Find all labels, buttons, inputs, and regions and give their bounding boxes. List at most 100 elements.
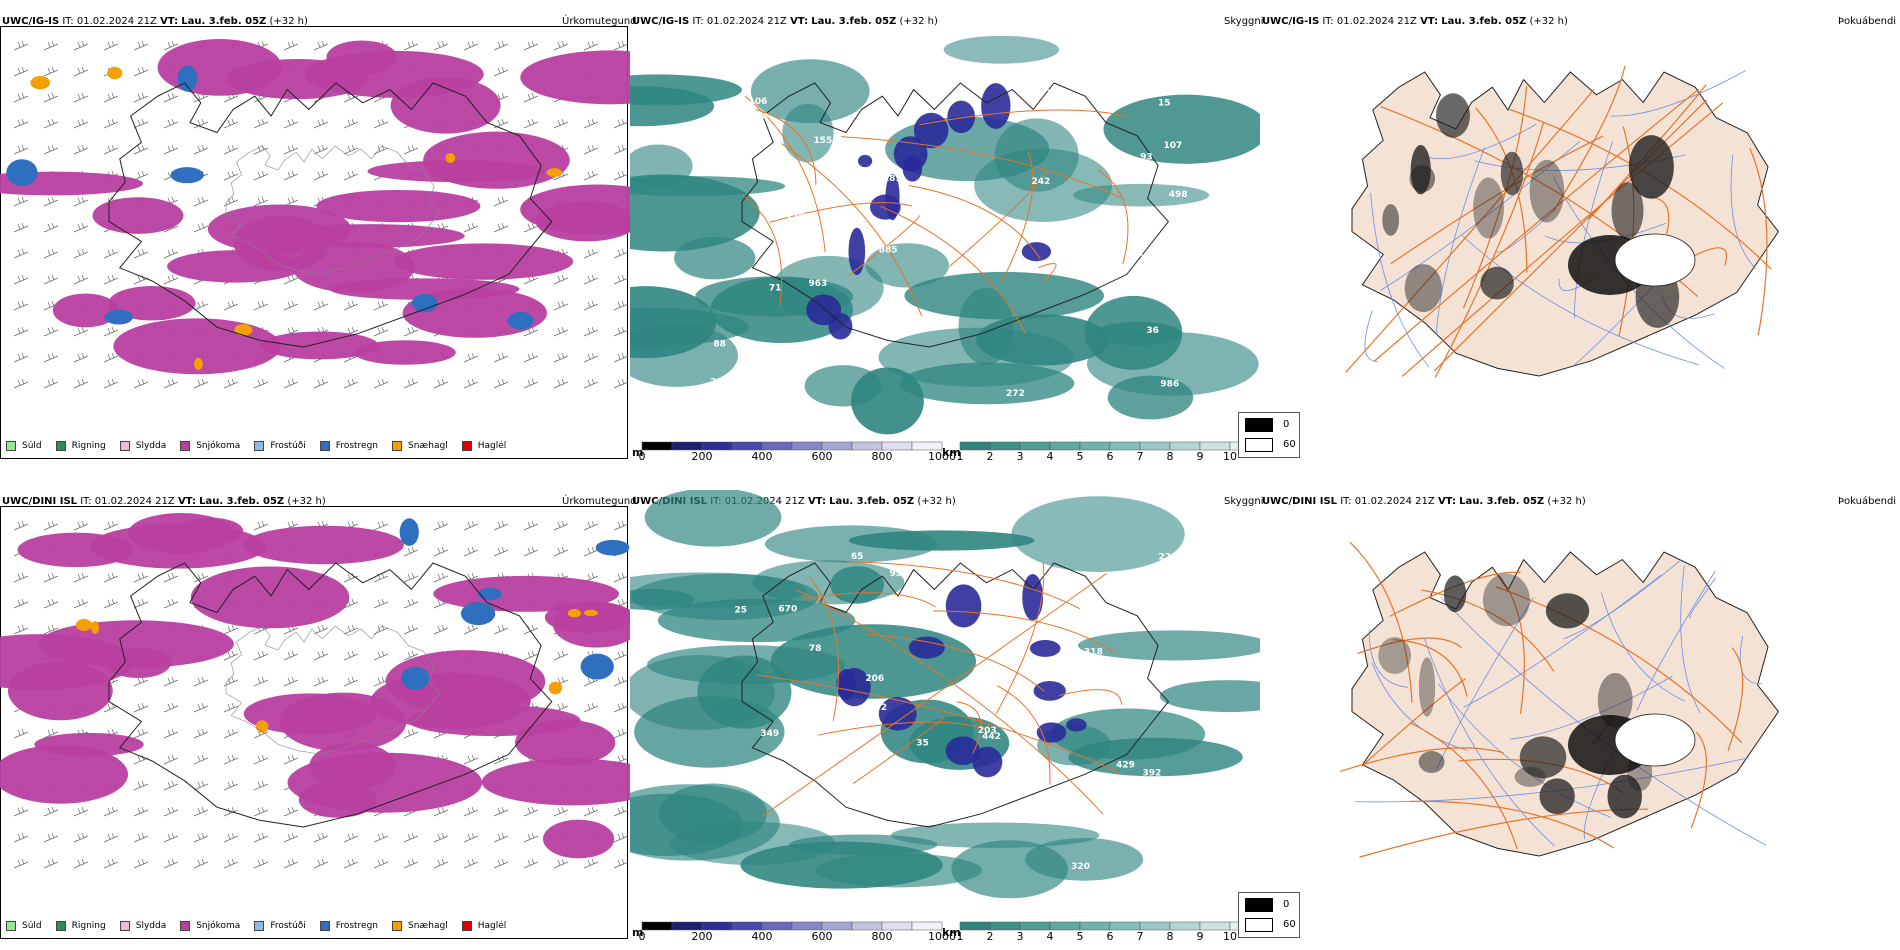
wind-barb — [613, 170, 629, 181]
legend-item-frostregn: Frostregn — [319, 441, 378, 451]
cloud-base-label: 71 — [769, 284, 782, 294]
colorbar-segment — [1019, 921, 1051, 931]
snow-area — [92, 197, 184, 234]
fog-area — [1519, 736, 1567, 779]
wind-barb — [163, 572, 179, 583]
wind-barb — [43, 196, 59, 207]
colorbar-segment — [791, 921, 823, 931]
cloud-base-label: 132 — [948, 200, 967, 210]
road — [801, 592, 936, 608]
fog-area — [1611, 182, 1644, 240]
wind-barb — [373, 118, 389, 129]
wind-barb — [73, 40, 89, 51]
frost-rain-area — [177, 65, 198, 92]
fog-area — [1628, 135, 1674, 199]
cloud-base-area — [893, 136, 928, 172]
colorbar-segment — [1169, 921, 1201, 931]
wind-barb — [73, 248, 89, 259]
wind-barb — [403, 378, 419, 389]
river — [1364, 310, 1378, 362]
snow-area — [544, 601, 630, 634]
legend-label: Slydda — [135, 921, 167, 931]
colorbar-tick: 1000 — [928, 930, 956, 943]
cloud-base-area — [1022, 573, 1044, 621]
wind-barb — [43, 572, 59, 583]
cloud-base-label: 299 — [794, 248, 813, 258]
wind-barb — [553, 326, 569, 337]
colorbar-segment — [1109, 921, 1141, 931]
wind-barb — [373, 300, 389, 311]
river — [1730, 154, 1757, 270]
colorbar-tick: 8 — [1167, 450, 1174, 463]
fog-key-black — [1245, 898, 1273, 912]
legend-swatch — [6, 921, 16, 931]
wind-barb — [43, 118, 59, 129]
legend-label: Haglél — [477, 921, 507, 931]
legend-swatch — [461, 441, 472, 451]
frost-rain-area — [170, 167, 204, 184]
wind-barb — [223, 378, 239, 389]
cloud-base-label: 312 — [1127, 597, 1146, 607]
legend-swatch — [392, 921, 403, 931]
precip-panel-bottom: UWC/DINI ISL IT: 01.02.2024 21Z VT: Lau.… — [0, 490, 637, 945]
wind-barb — [13, 248, 29, 259]
wind-barb — [373, 326, 389, 337]
road — [1553, 65, 1626, 211]
road — [933, 610, 1117, 654]
cloud-base-label: 498 — [1169, 190, 1188, 200]
road — [1389, 571, 1521, 617]
precip-map — [0, 39, 630, 389]
cloud-base-label: 225 — [1159, 553, 1178, 563]
wind-barb — [163, 806, 179, 817]
visibility-unit: km — [942, 926, 961, 939]
frost-rain-area — [399, 518, 419, 546]
wind-barb — [583, 378, 599, 389]
colorbar-tick: 7 — [1137, 450, 1144, 463]
snow-area — [481, 758, 630, 806]
wind-barb — [193, 676, 209, 687]
wind-barb — [193, 702, 209, 713]
legend-item-slydda: Slydda — [119, 441, 166, 451]
wind-barb — [583, 170, 599, 181]
wind-barb — [283, 170, 299, 181]
fog-key-bottom-label: 60 — [1283, 919, 1296, 930]
cloud-base-label: 181 — [883, 174, 902, 184]
snow-area — [244, 525, 404, 565]
low-visibility-area — [1077, 630, 1260, 661]
cloud-base-label: 941 — [840, 789, 859, 799]
colorbar-segment — [911, 921, 943, 931]
cloud-base-label: 252 — [1186, 272, 1205, 282]
cloud-base-label: 36 — [1146, 326, 1159, 336]
wind-barb — [433, 858, 449, 869]
wind-barb — [433, 572, 449, 583]
legend-item-snaehagl: Snæhagl — [392, 441, 448, 451]
wind-barb — [13, 300, 29, 311]
colorbar-tick: 200 — [692, 930, 713, 943]
wind-barb — [463, 624, 479, 635]
cloud-base-label: 75 — [939, 790, 952, 800]
wind-barb — [493, 754, 509, 765]
wind-barb — [463, 858, 479, 869]
snow-area — [292, 241, 415, 293]
precip-layer — [0, 513, 630, 869]
wind-barb — [73, 196, 89, 207]
wind-barb — [223, 196, 239, 207]
wind-barb — [103, 598, 119, 609]
fog-area — [1418, 657, 1436, 717]
wind-barb — [523, 858, 539, 869]
wind-barb — [613, 300, 629, 311]
wind-barb — [373, 858, 389, 869]
fog-map — [1339, 541, 1780, 858]
road — [880, 205, 1026, 334]
colorbar-tick: 200 — [692, 450, 713, 463]
legend-swatch — [461, 921, 472, 931]
road — [1058, 689, 1123, 705]
colorbar-tick: 8 — [1167, 930, 1174, 943]
wind-barb — [223, 676, 239, 687]
road — [1409, 800, 1615, 849]
visibility-colorbar: 1 2 3 4 5 6 7 8 9 10 — [957, 921, 1260, 943]
colorbar-segment — [1049, 441, 1081, 451]
colorbar-tick: 600 — [812, 930, 833, 943]
wind-barb — [343, 858, 359, 869]
